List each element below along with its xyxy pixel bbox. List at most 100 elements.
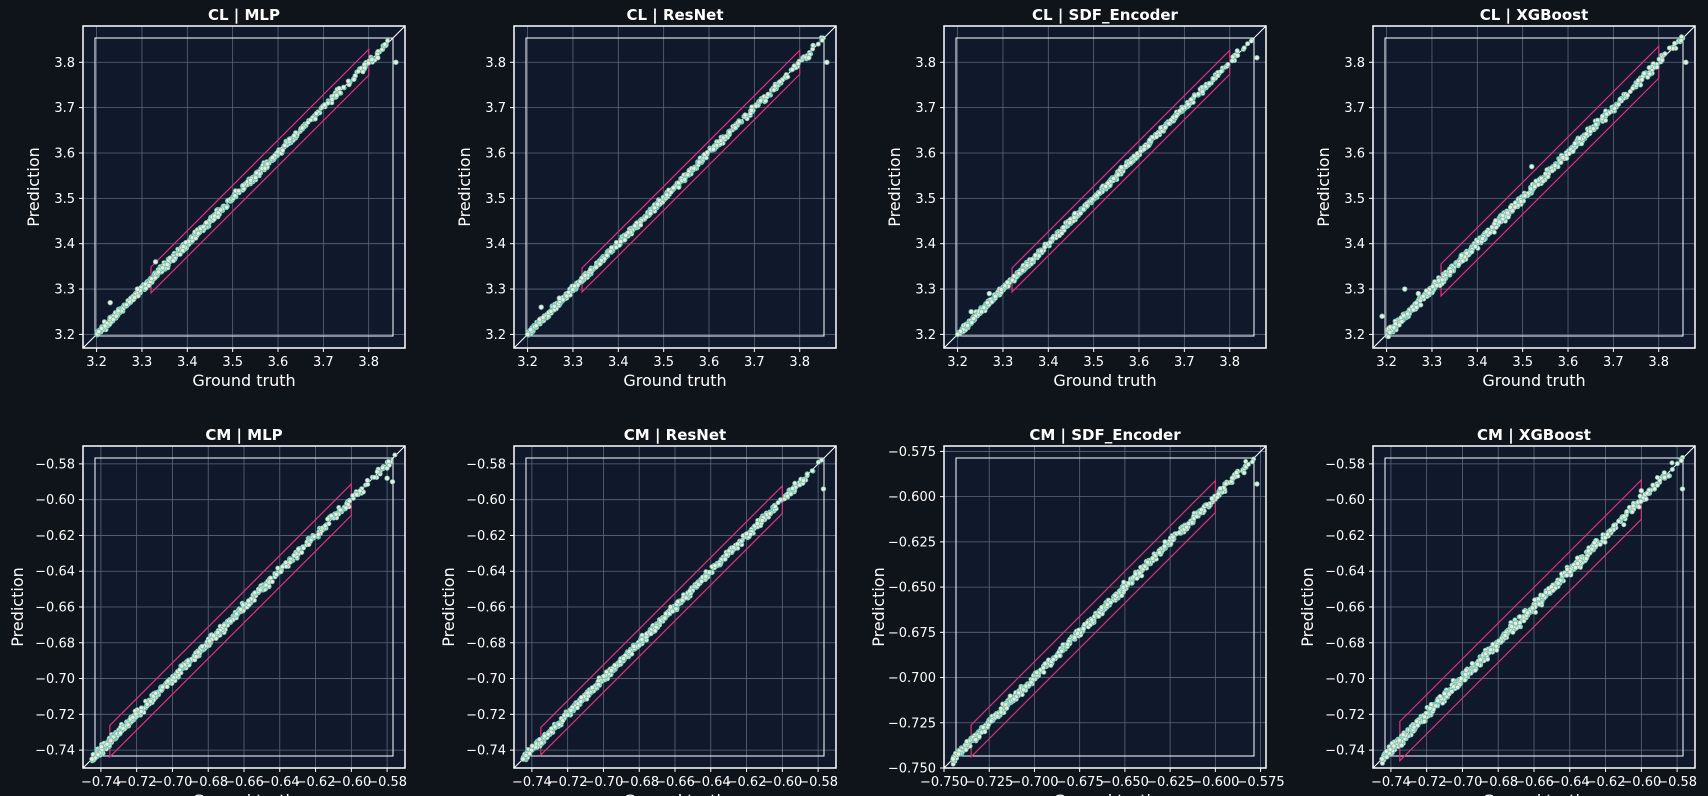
data-point (1583, 131, 1589, 137)
data-point (1646, 65, 1652, 71)
data-point (1020, 267, 1026, 273)
data-point (152, 275, 158, 281)
data-point (608, 248, 614, 254)
data-point (1448, 269, 1454, 275)
y-tick-label: 3.2 (54, 328, 75, 343)
data-point (160, 265, 166, 271)
x-axis-label: Ground truth (623, 791, 726, 796)
data-point (199, 643, 205, 649)
data-point (777, 79, 783, 85)
data-point (1540, 178, 1546, 184)
data-point (1662, 51, 1668, 57)
x-tick-label: 3.3 (993, 355, 1014, 370)
data-point (1111, 175, 1117, 181)
data-point (257, 587, 263, 593)
x-tick-label: 3.6 (268, 355, 289, 370)
data-point (221, 622, 227, 628)
data-point (1505, 210, 1511, 216)
data-point (564, 293, 570, 299)
outlier-point (393, 59, 399, 65)
y-axis-label: Prediction (885, 147, 904, 226)
data-point (578, 699, 584, 705)
data-point (1487, 230, 1493, 236)
data-point (675, 599, 681, 605)
data-point (283, 560, 289, 566)
data-point (262, 165, 268, 171)
x-tick-label: 3.4 (1038, 355, 1059, 370)
data-point (1439, 277, 1445, 283)
data-point (571, 283, 577, 289)
data-point (662, 615, 668, 621)
data-point (1123, 163, 1129, 169)
data-point (355, 68, 361, 74)
x-tick-label: 3.8 (1219, 355, 1240, 370)
y-tick-label: 3.5 (485, 192, 506, 207)
data-point (795, 61, 801, 67)
data-point (144, 701, 150, 707)
data-point (545, 731, 551, 737)
y-tick-label: −0.72 (466, 708, 506, 723)
outlier-point (1402, 286, 1408, 292)
outlier-point (556, 295, 563, 301)
data-point (308, 117, 314, 123)
data-point (1029, 256, 1035, 262)
data-point (663, 611, 669, 617)
data-point (224, 204, 230, 210)
data-point (232, 193, 238, 199)
data-point (180, 247, 186, 253)
data-point (724, 552, 730, 558)
data-point (1612, 105, 1618, 111)
data-point (1590, 126, 1596, 132)
data-point (540, 315, 546, 321)
data-point (763, 98, 769, 104)
y-tick-label: 3.7 (1344, 101, 1365, 116)
outlier-point (524, 331, 531, 338)
data-point (1387, 329, 1393, 335)
data-point (179, 663, 185, 669)
data-point (1493, 218, 1499, 224)
y-axis-label: Prediction (1314, 147, 1333, 226)
x-tick-label: 3.3 (563, 355, 584, 370)
data-point (612, 662, 618, 668)
data-point (1459, 252, 1465, 258)
data-point (1518, 199, 1524, 205)
data-point (1654, 64, 1660, 70)
data-point (772, 83, 778, 89)
data-point (1472, 243, 1478, 249)
data-point (263, 582, 269, 588)
data-point (280, 147, 286, 153)
data-point (736, 119, 742, 125)
chart-panel: −0.74−0.74−0.72−0.72−0.70−0.70−0.68−0.68… (8, 426, 407, 796)
x-tick-label: 3.5 (1512, 355, 1533, 370)
y-tick-label: −0.62 (35, 529, 75, 544)
x-tick-label: 3.5 (222, 355, 243, 370)
data-point (682, 176, 688, 182)
data-point (1491, 229, 1497, 235)
data-point (1128, 159, 1134, 165)
data-point (386, 458, 392, 464)
data-point (1050, 235, 1056, 241)
y-tick-label: 3.2 (1344, 328, 1365, 343)
y-tick-label: 3.5 (1344, 192, 1365, 207)
x-tick-label: 3.7 (313, 355, 334, 370)
data-point (632, 223, 638, 229)
data-point (985, 300, 991, 306)
data-point (1234, 48, 1240, 54)
x-tick-label: 3.4 (608, 355, 629, 370)
data-point (1225, 62, 1231, 68)
x-axis-label: Ground truth (192, 791, 295, 796)
data-point (568, 708, 574, 714)
data-point (275, 565, 281, 571)
data-point (273, 572, 279, 578)
data-point (596, 681, 602, 687)
data-point (971, 315, 977, 321)
data-point (1024, 262, 1030, 268)
data-point (102, 323, 108, 329)
data-point (767, 510, 773, 516)
data-point (784, 493, 790, 499)
data-point (696, 159, 702, 165)
data-point (329, 97, 335, 103)
data-point (560, 718, 566, 724)
data-point (648, 631, 654, 637)
x-tick-label: −0.58 (367, 775, 407, 790)
